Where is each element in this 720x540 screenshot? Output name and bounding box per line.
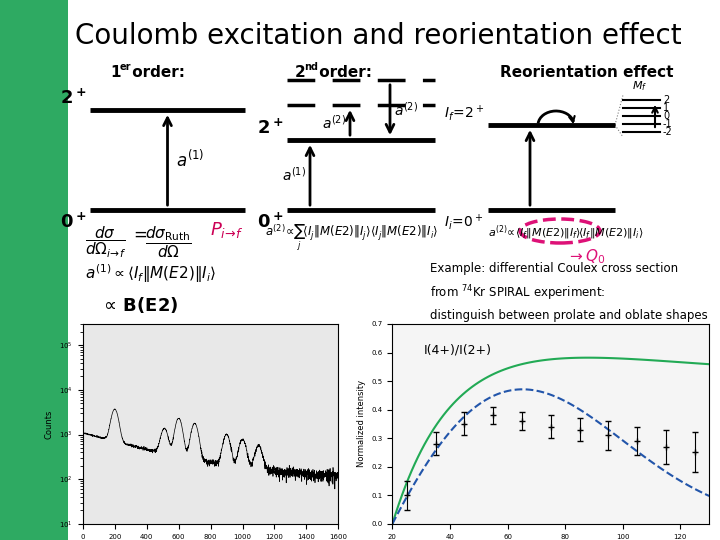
Text: order:: order: <box>314 65 372 80</box>
Text: $\propto\,\mathbf{B(E2)}$: $\propto\,\mathbf{B(E2)}$ <box>100 295 179 315</box>
Text: 0: 0 <box>663 111 669 121</box>
Text: $a^{(1)}\propto\langle I_f\|M(E2)\|I_i\rangle$: $a^{(1)}\propto\langle I_f\|M(E2)\|I_i\r… <box>85 262 216 285</box>
Text: -1: -1 <box>663 119 672 129</box>
Text: order:: order: <box>127 65 185 80</box>
Text: 2: 2 <box>295 65 306 80</box>
Text: 2: 2 <box>663 95 670 105</box>
Text: $\mathbf{2^+}$: $\mathbf{2^+}$ <box>60 89 86 108</box>
Text: $M_f$: $M_f$ <box>632 79 648 93</box>
Text: Coulomb excitation and reorientation effect: Coulomb excitation and reorientation eff… <box>75 22 682 50</box>
Text: $a^{(2)}\!\propto\!\sum_j\!\langle I_j\|M(E2)\|I_j\rangle\langle I_j\|M(E2)\|I_i: $a^{(2)}\!\propto\!\sum_j\!\langle I_j\|… <box>265 223 438 253</box>
Text: nd: nd <box>304 62 318 72</box>
Ellipse shape <box>674 340 702 376</box>
Text: er: er <box>120 62 132 72</box>
Text: $I_i\!=\!0^+$: $I_i\!=\!0^+$ <box>444 212 484 232</box>
Text: $a^{(1)}$: $a^{(1)}$ <box>176 150 204 171</box>
Text: $\mathbf{0^+}$: $\mathbf{0^+}$ <box>60 212 86 231</box>
Text: $\to Q_0$: $\to Q_0$ <box>567 247 606 266</box>
Text: $\mathbf{2^+}$: $\mathbf{2^+}$ <box>256 119 283 138</box>
Text: $I_f\!=\!2^+$: $I_f\!=\!2^+$ <box>444 103 484 123</box>
Text: 1: 1 <box>110 65 120 80</box>
Text: 1: 1 <box>663 103 669 113</box>
Text: $=$: $=$ <box>130 225 148 243</box>
Text: $a^{(2)}$: $a^{(2)}$ <box>322 113 346 131</box>
Text: $a^{(1)}$: $a^{(1)}$ <box>282 166 306 184</box>
Y-axis label: Normalized intensity: Normalized intensity <box>357 380 366 468</box>
Text: Reorientation effect: Reorientation effect <box>500 65 673 80</box>
Bar <box>0 0 68 540</box>
Text: I(4+)/I(2+): I(4+)/I(2+) <box>424 344 492 357</box>
Text: $\mathbf{0^+}$: $\mathbf{0^+}$ <box>256 212 283 231</box>
Ellipse shape <box>670 397 706 423</box>
Text: $a^{(2)}$: $a^{(2)}$ <box>394 101 418 119</box>
Text: $\dfrac{d\sigma_{\rm Ruth}}{d\Omega}$: $\dfrac{d\sigma_{\rm Ruth}}{d\Omega}$ <box>145 225 192 260</box>
Text: $P_{i\!\to\!f}$: $P_{i\!\to\!f}$ <box>210 220 244 240</box>
Text: $\dfrac{d\sigma}{d\Omega_{i\!\to\!f}}$: $\dfrac{d\sigma}{d\Omega_{i\!\to\!f}}$ <box>85 225 126 260</box>
Text: -2: -2 <box>663 127 672 137</box>
Text: Example: differential Coulex cross section
from $^{74}$Kr SPIRAL experiment:
dis: Example: differential Coulex cross secti… <box>430 262 708 322</box>
Y-axis label: Counts: Counts <box>45 409 54 438</box>
Text: $a^{(2)}\!\propto\!\langle I_f\|M(E2)\|I_f\rangle\!\langle I_f\|M(E2)\|I_i\rangl: $a^{(2)}\!\propto\!\langle I_f\|M(E2)\|I… <box>488 223 644 241</box>
